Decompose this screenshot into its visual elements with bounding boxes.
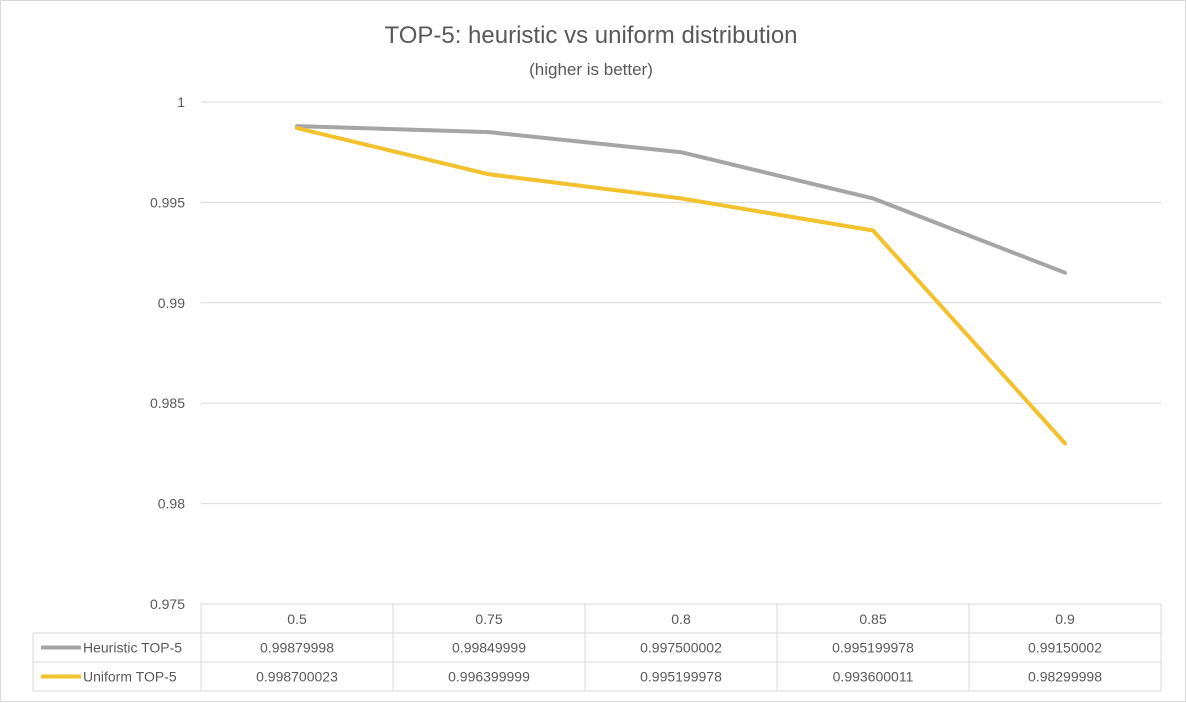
legend-entry: Heuristic TOP-5 (83, 640, 182, 656)
y-tick-label: 0.985 (150, 395, 185, 411)
y-tick-label: 0.98 (158, 496, 185, 512)
gridlines (201, 102, 1161, 504)
x-tick-label: 0.75 (475, 611, 502, 627)
data-label: 0.997500002 (640, 640, 722, 656)
data-label: 0.98299998 (1028, 669, 1102, 685)
y-tick-label: 1 (177, 94, 185, 110)
chart-subtitle: (higher is better) (529, 60, 653, 79)
data-label: 0.99879998 (260, 640, 334, 656)
x-tick-label: 0.8 (671, 611, 691, 627)
y-tick-label: 0.995 (150, 194, 185, 210)
data-table: 0.5 0.75 0.8 0.85 0.9 Heuristic TOP-5 0.998799… (33, 604, 1161, 691)
series-lines (297, 126, 1065, 443)
x-tick-label: 0.85 (859, 611, 886, 627)
series-line-1 (297, 128, 1065, 443)
data-label: 0.993600011 (833, 669, 914, 685)
data-label: 0.995199978 (640, 669, 722, 685)
x-tick-label: 0.9 (1055, 611, 1075, 627)
y-tick-label: 0.975 (150, 596, 185, 612)
data-label: 0.996399999 (448, 669, 530, 685)
legend-entry: Uniform TOP-5 (83, 669, 177, 685)
data-label: 0.998700023 (256, 669, 338, 685)
chart-title: TOP-5: heuristic vs uniform distribution (384, 22, 797, 49)
data-label: 0.99849999 (452, 640, 526, 656)
y-tick-label: 0.99 (158, 295, 185, 311)
data-label: 0.995199978 (832, 640, 914, 656)
x-tick-label: 0.5 (287, 611, 307, 627)
data-label: 0.99150002 (1028, 640, 1102, 656)
y-axis-ticks: 1 0.995 0.99 0.985 0.98 0.975 (150, 94, 185, 612)
